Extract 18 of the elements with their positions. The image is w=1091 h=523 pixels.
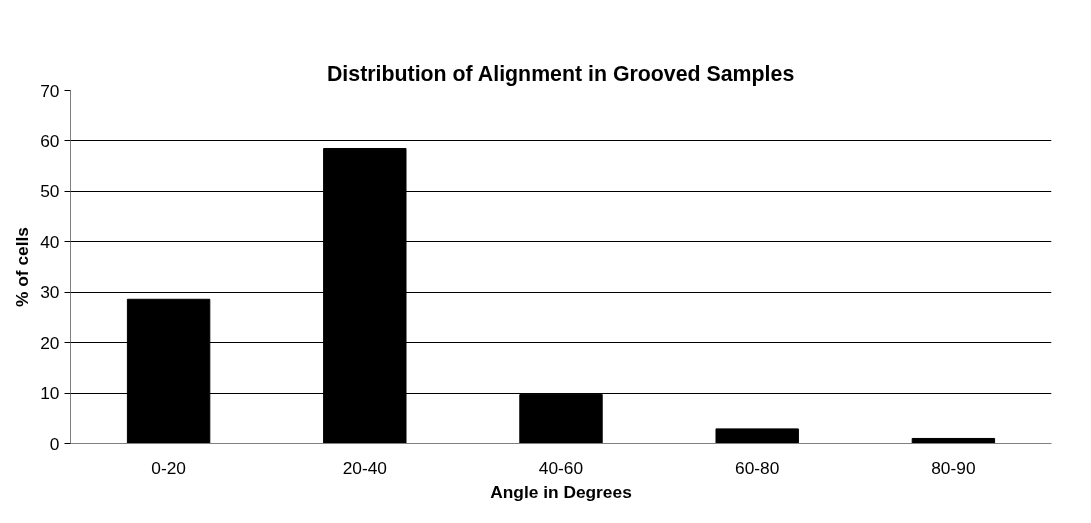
y-tick-label: 70	[40, 80, 60, 101]
y-tick-label: 10	[40, 383, 60, 404]
y-tick-label: 40	[40, 231, 60, 252]
y-tick-label: 60	[40, 130, 60, 151]
bar	[715, 428, 799, 444]
y-tick-label: 0	[49, 433, 60, 454]
y-tick-label: 20	[40, 332, 60, 353]
x-tick-label: 80-90	[931, 457, 976, 478]
x-tick-label: 0-20	[151, 457, 186, 478]
x-tick-label: 20-40	[342, 457, 387, 478]
chart-title: Distribution of Alignment in Grooved Samples	[326, 61, 795, 86]
x-axis-title: Angle in Degrees	[490, 481, 632, 502]
x-tick-label: 40-60	[538, 457, 584, 478]
y-tick-label: 50	[40, 181, 60, 202]
x-tick-label: 60-80	[735, 457, 780, 478]
bar	[911, 437, 996, 444]
y-axis-title: % of cells	[12, 227, 33, 307]
y-tick-label: 30	[40, 282, 60, 303]
